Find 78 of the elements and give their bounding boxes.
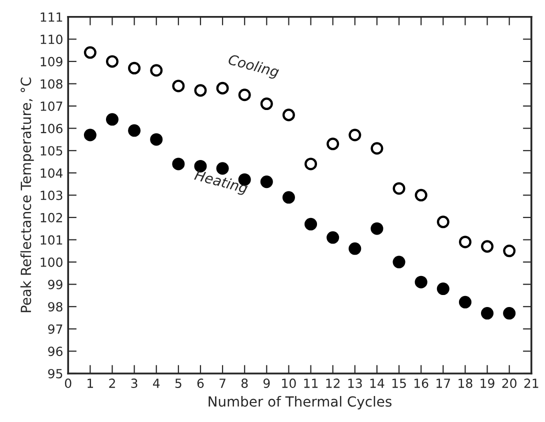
- y-tick-label: 106: [40, 124, 62, 134]
- x-tick-label: 19: [480, 378, 494, 388]
- x-tick-label: 16: [414, 378, 428, 388]
- x-tick-label: 9: [263, 378, 270, 388]
- x-tick-label: 5: [175, 378, 182, 388]
- x-tick-label: 8: [241, 378, 248, 388]
- point: [172, 80, 185, 92]
- x-axis-title: Number of Thermal Cycles: [208, 396, 392, 410]
- point: [480, 240, 494, 253]
- y-tick-label: 104: [40, 168, 63, 178]
- x-tick-label: 3: [131, 378, 138, 388]
- x-tick-label: 20: [502, 378, 516, 388]
- y-tick-label: 108: [40, 79, 62, 89]
- point: [503, 307, 516, 320]
- x-tick-label: 1: [88, 378, 94, 388]
- y-tick-label: 99: [48, 280, 62, 290]
- y-tick-label: 100: [40, 258, 62, 267]
- x-tick-label: 2: [109, 378, 115, 388]
- y-tick-label: 103: [40, 190, 62, 200]
- point: [304, 158, 318, 170]
- point: [106, 55, 119, 68]
- point: [172, 158, 185, 170]
- y-tick-label: 101: [40, 235, 62, 245]
- point: [304, 218, 318, 230]
- point: [458, 296, 472, 308]
- x-tick-label: 15: [392, 378, 406, 388]
- y-tick-label: 110: [40, 34, 62, 44]
- y-tick-label: 111: [40, 12, 62, 22]
- point: [503, 244, 516, 258]
- x-tick-label: 10: [282, 378, 296, 388]
- point: [238, 88, 251, 102]
- point: [150, 133, 163, 146]
- y-tick-label: 102: [40, 212, 62, 222]
- x-tick-label: 12: [326, 378, 340, 388]
- y-tick-label: 107: [40, 102, 62, 111]
- x-tick-label: 11: [304, 378, 318, 388]
- point: [392, 256, 406, 268]
- point: [84, 128, 96, 142]
- point: [282, 108, 295, 122]
- point: [326, 231, 340, 244]
- y-tick-label: 105: [40, 146, 62, 156]
- point: [128, 62, 141, 74]
- y-tick-label: 98: [48, 302, 62, 312]
- point: [282, 191, 295, 204]
- point: [106, 113, 119, 126]
- y-tick-label: 95: [48, 368, 62, 378]
- x-tick-label: 21: [524, 378, 538, 388]
- point: [480, 307, 494, 320]
- x-tick-label: 6: [197, 378, 204, 388]
- point: [348, 128, 362, 142]
- point: [194, 84, 207, 97]
- x-tick-label: 4: [153, 378, 160, 388]
- point: [414, 188, 428, 202]
- y-tick-label: 109: [40, 56, 62, 66]
- x-tick-label: 7: [220, 378, 226, 388]
- point: [392, 182, 406, 195]
- point: [84, 46, 96, 59]
- point: [458, 236, 472, 248]
- point: [260, 98, 273, 110]
- x-tick-label: 17: [436, 378, 450, 388]
- point: [436, 216, 450, 228]
- point: [128, 124, 141, 137]
- y-tick-label: 97: [48, 324, 62, 334]
- x-tick-label: 18: [458, 378, 472, 388]
- y-tick-label: 96: [48, 346, 62, 356]
- y-axis-title: Peak Reflectance Temperature, °C: [20, 78, 34, 312]
- point: [436, 282, 450, 296]
- point: [326, 138, 340, 150]
- point: [370, 142, 384, 155]
- point: [348, 242, 362, 255]
- point: [260, 176, 273, 188]
- x-tick-label: 0: [64, 378, 72, 388]
- point: [414, 276, 428, 288]
- point: [216, 82, 229, 94]
- x-tick-label: 13: [348, 378, 362, 388]
- point: [370, 222, 384, 235]
- point: [150, 64, 163, 77]
- x-tick-label: 14: [370, 378, 384, 388]
